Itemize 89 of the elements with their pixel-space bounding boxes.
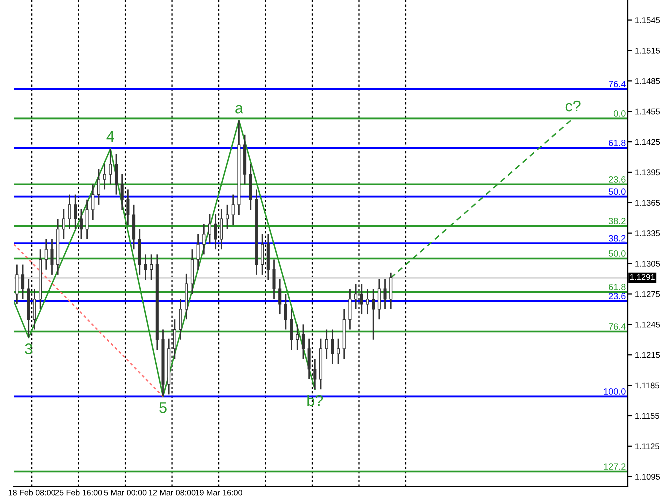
x-tick-label: 12 Mar 08:00 xyxy=(149,490,196,496)
y-tick-label: 1.1095 xyxy=(636,474,660,480)
candlestick xyxy=(179,298,182,341)
annotation: 50.0 xyxy=(608,188,626,196)
annotation: 3 xyxy=(25,344,32,354)
candlestick xyxy=(68,194,72,230)
annotation: 0.0 xyxy=(614,110,626,117)
candlestick xyxy=(390,272,393,310)
candlestick xyxy=(278,278,282,316)
candlestick xyxy=(226,204,230,230)
annotation: 76.4 xyxy=(609,81,626,88)
candlestick xyxy=(325,329,328,360)
annotation: 4 xyxy=(106,131,114,142)
candlestick xyxy=(360,283,364,316)
ref-line-label: 1.1291 xyxy=(630,274,655,280)
annotation: a xyxy=(236,105,244,114)
candlestick xyxy=(308,338,311,380)
candlestick xyxy=(74,194,78,230)
candlestick xyxy=(354,283,358,310)
candlestick xyxy=(33,288,36,330)
candlestick xyxy=(44,238,48,271)
candlestick xyxy=(86,199,89,240)
y-tick-label: 1.1245 xyxy=(636,322,660,328)
y-tick-label: 1.1395 xyxy=(636,170,660,176)
candlestick xyxy=(120,174,124,211)
candlestick xyxy=(337,338,340,365)
annotation: 38.2 xyxy=(608,218,626,224)
y-tick-label: 1.1515 xyxy=(636,48,660,54)
candlestick xyxy=(331,329,334,365)
y-tick-label: 1.1455 xyxy=(636,108,660,115)
candlestick xyxy=(302,324,305,360)
y-tick-label: 1.1185 xyxy=(636,382,660,389)
annotation: 5 xyxy=(160,402,167,414)
candlestick xyxy=(296,324,300,351)
x-tick-label: 18 Feb 08:00 xyxy=(8,490,56,496)
candlestick xyxy=(50,238,54,276)
x-tick-label: 5 Mar 00:00 xyxy=(104,490,147,496)
candlestick xyxy=(366,288,370,316)
y-tick-label: 1.1335 xyxy=(636,230,660,236)
candlestick xyxy=(62,208,66,240)
candlestick xyxy=(314,358,317,390)
x-tick-label: 19 Mar 16:00 xyxy=(196,490,242,496)
y-tick-label: 1.1485 xyxy=(636,78,660,84)
annotation: 23.6 xyxy=(609,293,626,300)
candlestick xyxy=(384,278,387,310)
candlestick xyxy=(80,208,83,240)
candlestick xyxy=(284,294,288,330)
candlestick xyxy=(126,189,130,226)
candlestick xyxy=(97,168,100,206)
annotation: 23.6 xyxy=(609,176,626,183)
candlestick xyxy=(103,164,106,190)
annotation: c? xyxy=(566,100,581,112)
candlestick xyxy=(214,213,218,250)
candlestick xyxy=(196,234,200,271)
candlestick xyxy=(378,278,381,320)
annotation: 61.8 xyxy=(609,284,626,290)
candlestick xyxy=(22,264,25,300)
candlestick xyxy=(202,224,206,256)
candlestick xyxy=(144,254,148,281)
annotation: 50.0 xyxy=(608,250,626,257)
y-tick-label: 1.1365 xyxy=(636,200,660,206)
candlestick xyxy=(372,288,376,341)
candlestick xyxy=(272,259,276,300)
candlestick xyxy=(290,308,294,351)
annotation: 61.8 xyxy=(609,140,626,146)
annotation: 38.2 xyxy=(608,235,626,242)
y-tick-label: 1.1545 xyxy=(636,18,660,24)
candlestick xyxy=(220,208,224,250)
candlestick xyxy=(114,154,118,196)
candlestick xyxy=(232,194,235,226)
y-tick-label: 1.1155 xyxy=(636,413,660,420)
candlestick xyxy=(109,148,112,186)
annotation: b? xyxy=(308,394,324,406)
candlestick xyxy=(173,318,176,360)
candlestick xyxy=(150,254,154,281)
y-tick-label: 1.1125 xyxy=(636,444,660,450)
y-tick-label: 1.1275 xyxy=(636,291,660,298)
x-tick-label: 25 Feb 16:00 xyxy=(55,490,102,496)
annotation: 100.0 xyxy=(604,388,626,395)
candlestick xyxy=(261,234,264,276)
y-tick-label: 1.1305 xyxy=(636,260,660,267)
candlestick xyxy=(16,264,19,306)
y-tick-label: 1.1425 xyxy=(636,139,660,146)
candlestick xyxy=(348,288,352,330)
annotation: 127.2 xyxy=(604,464,626,470)
y-tick-label: 1.1215 xyxy=(636,352,660,358)
annotation: 76.4 xyxy=(609,324,626,330)
candlestick xyxy=(92,184,95,221)
candlestick xyxy=(208,213,212,246)
